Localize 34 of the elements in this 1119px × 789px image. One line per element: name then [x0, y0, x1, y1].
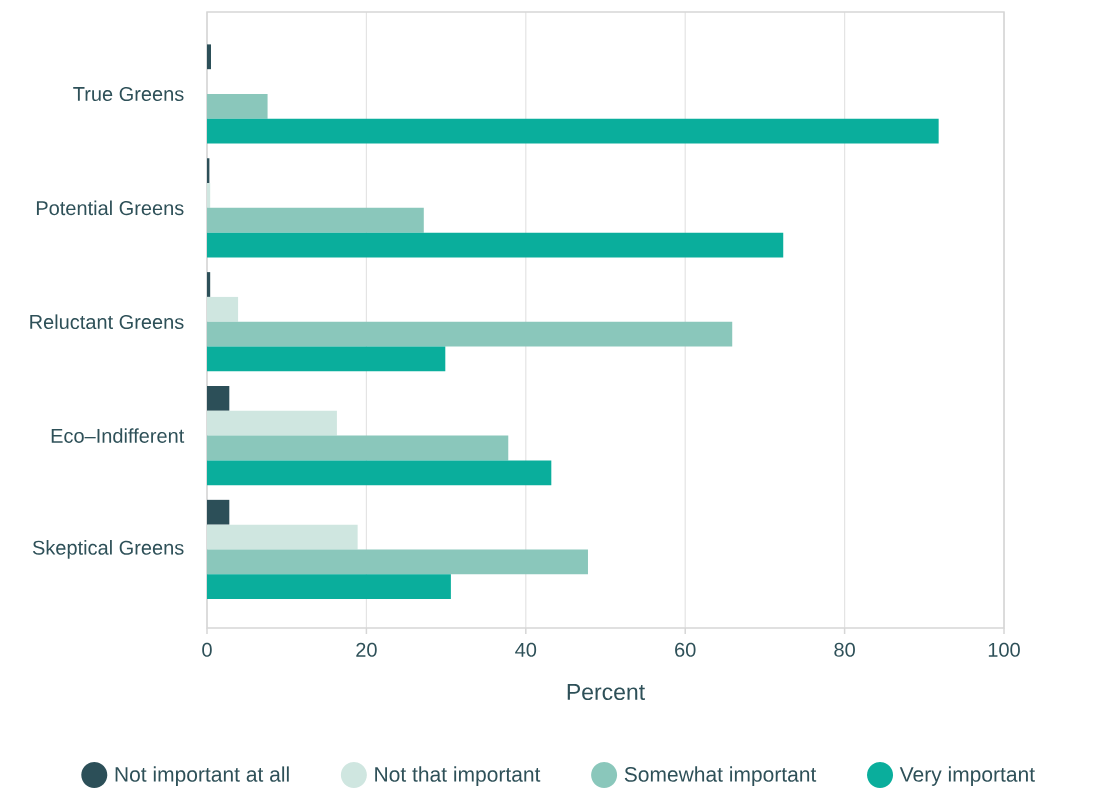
bar [207, 321, 733, 347]
y-tick-label: True Greens [73, 86, 184, 102]
x-tick-label: 60 [675, 642, 696, 657]
bar [207, 385, 230, 411]
y-tick-label: Skeptical Greens [32, 540, 184, 559]
x-tick-label: 100 [988, 642, 1020, 657]
bar [207, 296, 239, 322]
bar [207, 460, 552, 486]
bar [207, 346, 446, 372]
legend-label: Not that important [375, 766, 541, 786]
y-tick-label: Potential Greens [36, 200, 184, 216]
x-tick-label: 20 [356, 642, 377, 657]
legend-label: Very important [899, 766, 1035, 786]
bar [207, 118, 939, 144]
bar [207, 410, 337, 436]
bar [207, 232, 784, 258]
bar [207, 499, 230, 525]
legend-label: Not important at all [115, 766, 289, 786]
bar [207, 574, 451, 600]
bar [207, 549, 588, 575]
bar [207, 93, 268, 119]
x-tick-label: 0 [202, 642, 212, 657]
x-axis-title: Percent [567, 684, 645, 701]
bar [207, 44, 211, 70]
y-tick-label: Eco–Indifferent [51, 428, 185, 443]
y-tick-label: Reluctant Greens [30, 314, 184, 330]
x-tick-label: 80 [834, 642, 855, 657]
bar [207, 183, 211, 208]
x-tick-label: 40 [515, 642, 537, 657]
legend-label: Somewhat important [624, 766, 817, 786]
bar [207, 207, 424, 233]
bar [207, 524, 358, 550]
bar [207, 435, 509, 461]
bar [207, 272, 211, 297]
